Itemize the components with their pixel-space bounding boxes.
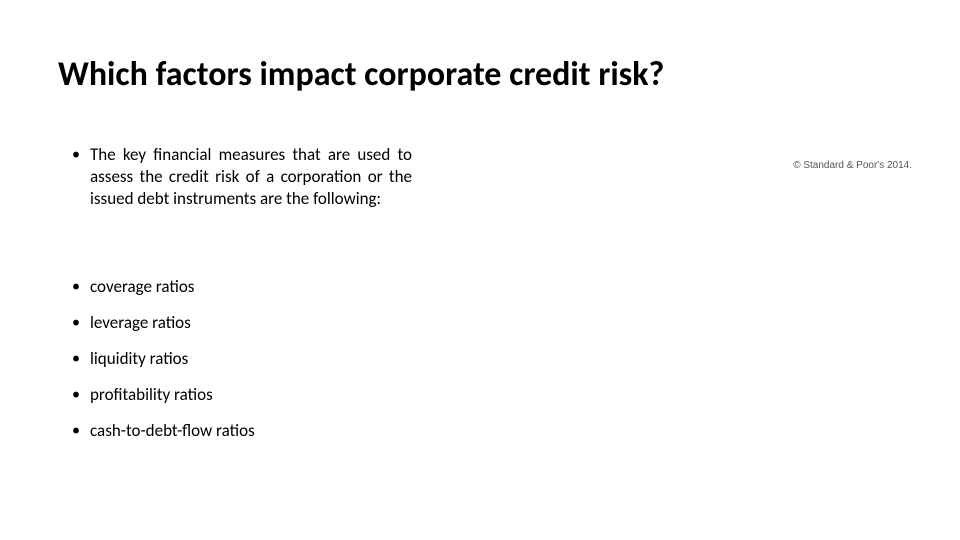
slide: Which factors impact corporate credit ri… [0, 0, 960, 540]
bullet-icon: • [72, 276, 90, 298]
intro-text: The key financial measures that are used… [90, 144, 412, 210]
bullet-icon: • [72, 348, 90, 370]
ratio-text: leverage ratios [90, 312, 191, 334]
intro-bullet-item: • The key financial measures that are us… [72, 144, 412, 210]
list-item: • cash-to-debt-flow ratios [72, 420, 412, 442]
ratio-text: cash-to-debt-flow ratios [90, 420, 255, 442]
ratio-text: liquidity ratios [90, 348, 188, 370]
list-item: • liquidity ratios [72, 348, 412, 370]
list-item: • profitability ratios [72, 384, 412, 406]
ratio-text: coverage ratios [90, 276, 194, 298]
bullet-icon: • [72, 384, 90, 406]
copyright-text: © Standard & Poor's 2014. [793, 160, 912, 171]
bullet-icon: • [72, 144, 90, 166]
list-item: • coverage ratios [72, 276, 412, 298]
slide-title: Which factors impact corporate credit ri… [58, 54, 664, 95]
ratio-text: profitability ratios [90, 384, 213, 406]
list-item: • leverage ratios [72, 312, 412, 334]
ratio-list: • coverage ratios • leverage ratios • li… [72, 276, 412, 456]
bullet-icon: • [72, 312, 90, 334]
intro-block: • The key financial measures that are us… [72, 144, 412, 210]
bullet-icon: • [72, 420, 90, 442]
